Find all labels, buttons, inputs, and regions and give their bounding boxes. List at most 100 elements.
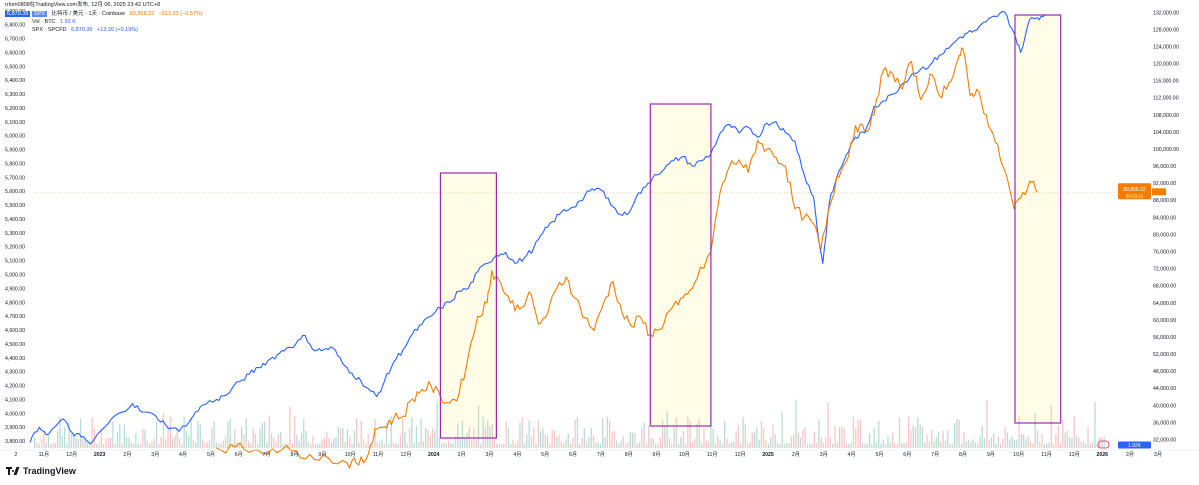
volume-bar (689, 420, 691, 448)
volume-bar (986, 400, 988, 448)
highlight-box-fill-3 (1014, 15, 1061, 423)
volume-bar (273, 438, 275, 448)
volume-bar (381, 439, 383, 448)
volume-bar (852, 416, 855, 448)
volume-bar (1064, 432, 1066, 448)
volume-bar (753, 431, 756, 448)
volume-bar (376, 442, 378, 448)
volume-bar (542, 428, 544, 448)
volume-bar (298, 441, 300, 448)
volume-bar (266, 442, 268, 448)
volume-bar (569, 443, 572, 448)
volume-bar (903, 443, 905, 448)
volume-bar (1057, 425, 1059, 448)
volume-bar (1020, 434, 1022, 448)
volume-bar (222, 440, 224, 448)
volume-bar (402, 418, 404, 448)
y-right-tick-label: 56,000.00 (1153, 335, 1176, 341)
y-left-tick-label: 5,900.00 (5, 148, 25, 154)
volume-bar (328, 437, 330, 448)
volume-bar (353, 430, 355, 448)
x-tick-label: 4月 (513, 451, 521, 458)
volume-bar (698, 419, 700, 448)
volume-bar (75, 438, 77, 448)
spx-legend-label: SPX · SPCFD (32, 27, 67, 33)
volume-bar (287, 443, 289, 448)
volume-bar (988, 440, 990, 448)
volume-bar (618, 443, 620, 448)
y-left-tick-label: 6,700.00 (5, 37, 25, 43)
y-left-tick-label: 6,500.00 (5, 64, 25, 70)
x-tick-label: 10月 (679, 451, 690, 458)
series-line-btc (216, 47, 1038, 469)
header-line-spx: SPX · SPCFD 6,870.39 +13.26 (+0.19%) (32, 27, 141, 34)
volume-bar (1011, 436, 1013, 448)
volume-bar (1006, 432, 1009, 448)
x-tick-label: 3月 (485, 451, 493, 458)
volume-bar (365, 443, 367, 448)
spx-price-badge[interactable]: 6,870.39 (5, 11, 31, 17)
y-left-tick-label: 6,200.00 (5, 106, 25, 112)
volume-bar (346, 429, 349, 448)
volume-bar (567, 433, 569, 448)
volume-bar (372, 443, 374, 448)
btc-sym-badge-bg (1152, 188, 1166, 196)
volume-bar (1027, 436, 1029, 448)
volume-bar (533, 427, 535, 448)
volume-bar (588, 437, 590, 448)
volume-bar (795, 399, 797, 448)
volume-bar (643, 422, 645, 448)
x-tick-label: 10月 (345, 451, 356, 458)
volume-bar (776, 443, 779, 448)
volume-bar (445, 443, 447, 448)
volume-bar (995, 443, 997, 448)
volume-bar (1085, 444, 1087, 448)
x-tick-label: 7月 (597, 451, 605, 458)
btc-legend-value: 89,858.32 (129, 11, 155, 17)
volume-bar (747, 443, 749, 448)
volume-bar (947, 430, 949, 448)
x-tick-label: 12月 (735, 451, 746, 458)
volume-bar (1046, 443, 1048, 448)
volume-bar (691, 442, 694, 448)
volume-bar (468, 426, 470, 448)
volume-bar (993, 433, 995, 448)
volume-bar (724, 421, 726, 448)
spx-tag-badge[interactable]: SPX (31, 11, 47, 17)
volume-bar (910, 430, 912, 448)
volume-bar (786, 443, 788, 448)
volume-bar (912, 425, 914, 448)
volume-bar (40, 439, 43, 448)
volume-bar (146, 440, 148, 448)
volume-bar (767, 443, 769, 448)
volume-bar (848, 444, 850, 448)
volume-bar (655, 443, 657, 448)
volume-bar (981, 425, 983, 448)
volume-bar (422, 441, 424, 448)
volume-bar (770, 437, 772, 448)
volume-bar (1080, 441, 1082, 448)
volume-bar (454, 436, 457, 448)
x-tick-label: 2月 (792, 451, 800, 458)
volume-bar (1029, 441, 1032, 448)
volume-bar (339, 429, 342, 448)
volume-bar (183, 416, 185, 448)
y-left-tick-label: 6,300.00 (5, 92, 25, 98)
tradingview-logo[interactable]: TradingView (6, 466, 76, 476)
volume-bar (73, 432, 75, 448)
volume-bar (112, 421, 114, 448)
volume-bar (411, 417, 413, 448)
volume-bar (434, 430, 436, 448)
volume-bar (38, 443, 40, 448)
volume-bar (282, 444, 284, 448)
volume-bar (158, 443, 160, 448)
volume-bar (392, 442, 395, 448)
volume-bar (167, 426, 169, 448)
volume-bar (512, 439, 514, 448)
volume-bar (307, 442, 309, 448)
volume-bar (415, 426, 418, 448)
volume-bar (250, 443, 252, 448)
btc-legend-label: 比特币 / 美元 · 1天 · Coinbase (51, 11, 126, 17)
volume-bar (576, 417, 579, 448)
